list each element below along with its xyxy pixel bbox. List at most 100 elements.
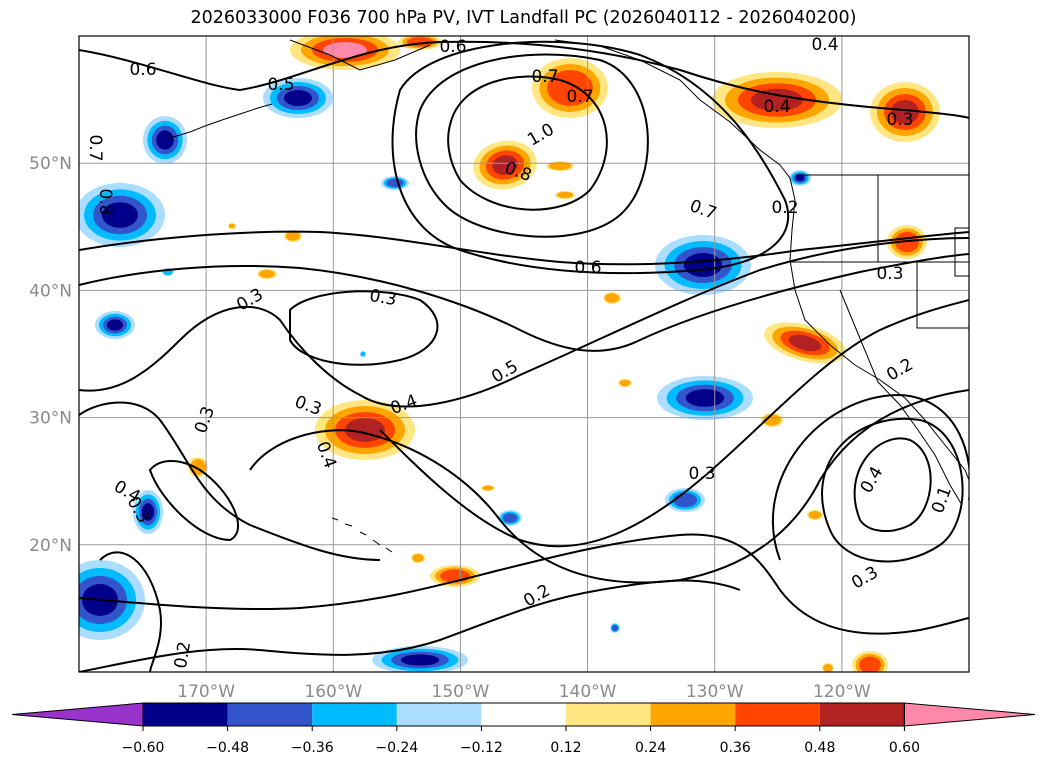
pv-contour: [821, 417, 964, 563]
contour-label: 0.4: [763, 97, 790, 117]
pv-contour: [79, 237, 969, 408]
pc-contour-fill: [284, 90, 312, 106]
colorbar-segment: [735, 703, 820, 726]
pc-anomaly-region: [610, 623, 620, 633]
gridlines: [79, 36, 969, 672]
lat-label: 40°N: [29, 281, 72, 301]
pc-contour-fill: [751, 88, 803, 112]
contour-label: 0.7: [531, 67, 558, 87]
colorbar-segment: [819, 703, 905, 726]
pv-contour: [771, 393, 969, 561]
pc-anomaly-region: [430, 565, 480, 587]
contour-label: 0.3: [688, 464, 715, 484]
pc-contour-fill: [107, 319, 123, 331]
pc-shading: [79, 36, 940, 672]
contour-label: 0.6: [439, 37, 466, 57]
contour-label: 0.2: [883, 355, 916, 386]
pv-contour: [379, 299, 969, 548]
contour-label: 0.3: [191, 404, 219, 436]
contour-label: 0.4: [857, 463, 888, 496]
colorbar-tick-label: 0.12: [550, 740, 581, 756]
pv-contour: [79, 40, 969, 119]
colorbar-outline: [142, 702, 905, 727]
state-borders: [790, 175, 969, 383]
pc-contour-fill: [386, 178, 404, 188]
pc-anomaly-region: [133, 490, 163, 534]
colorbar-tick-label: −0.36: [291, 740, 334, 756]
map-frame: [78, 35, 970, 673]
pc-contour-fill: [808, 511, 822, 519]
colorbar-tick-label: −0.60: [122, 740, 165, 756]
pc-contour-fill: [612, 625, 618, 631]
pv-contour: [447, 75, 608, 211]
lat-label: 50°N: [29, 154, 72, 174]
contour-label: 0.5: [488, 357, 521, 388]
contour-label: 0.4: [811, 35, 838, 55]
pc-anomaly-region: [852, 651, 888, 672]
pc-contour-fill: [823, 664, 833, 672]
pc-anomaly-region: [228, 223, 236, 229]
pc-contour-fill: [604, 293, 620, 303]
pc-anomaly-region: [481, 485, 495, 491]
pc-anomaly-region: [546, 161, 574, 171]
contour-label: 0.3: [233, 285, 266, 316]
pv-contour: [289, 290, 439, 366]
plot-title: 2026033000 F036 700 hPa PV, IVT Landfall…: [190, 8, 857, 28]
pc-contour-fill: [673, 492, 697, 508]
pc-contour-fill: [360, 351, 366, 357]
coastlines: [169, 39, 969, 553]
pc-anomaly-region: [411, 553, 425, 563]
colorbar-tick-label: 0.48: [804, 740, 835, 756]
pc-anomaly-region: [381, 176, 409, 190]
longitude-labels: 170°W 160°W 150°W 140°W 130°W 120°W: [177, 682, 871, 702]
contour-label: 0.5: [267, 75, 294, 95]
pv-contour: [148, 460, 240, 542]
pc-anomaly-region: [263, 78, 333, 118]
pc-anomaly-region: [79, 183, 165, 247]
pv-contours: [79, 40, 969, 672]
colorbar-tick-label: −0.12: [460, 740, 503, 756]
pc-anomaly-region: [473, 140, 537, 190]
aleutian-chain: [169, 103, 273, 139]
pc-contour-fill: [557, 191, 573, 199]
lon-label: 170°W: [177, 682, 235, 702]
pv-contour: [79, 579, 741, 672]
pc-contour-fill: [412, 554, 424, 562]
pc-anomaly-region: [284, 230, 302, 242]
pc-anomaly-region: [657, 376, 753, 420]
map-inset-box: [954, 227, 969, 277]
pc-anomaly-region: [555, 191, 575, 199]
north-america-coast: [554, 39, 969, 481]
colorbar-extend-max: [903, 702, 1036, 727]
lat-label: 20°N: [29, 536, 72, 556]
pc-anomaly-region: [372, 646, 468, 672]
colorbar-segment: [481, 703, 566, 726]
pc-anomaly-region: [603, 292, 621, 304]
colorbar-extend-min: [11, 702, 144, 727]
colorbar-segment: [396, 703, 482, 726]
pc-contour-fill: [685, 389, 725, 407]
contour-label: 0.7: [566, 87, 593, 107]
hawaii-islands: [331, 517, 393, 553]
contour-label: 0.6: [574, 258, 601, 278]
lon-label: 150°W: [432, 682, 490, 702]
pv-contour: [79, 230, 969, 266]
pc-anomaly-region: [360, 351, 366, 357]
contour-label: 0.3: [292, 392, 324, 420]
pc-anomaly-region: [789, 170, 811, 186]
pc-contour-fill: [548, 162, 572, 170]
baja-california: [877, 381, 963, 506]
colorbar-segment: [312, 703, 397, 726]
pc-anomaly-region: [532, 58, 608, 118]
pc-anomaly-region: [870, 82, 940, 142]
lon-label: 120°W: [813, 682, 871, 702]
pc-anomaly-region: [498, 510, 522, 526]
contour-label: 0.8: [95, 188, 115, 215]
pc-anomaly-region: [618, 379, 632, 387]
pc-contour-fill: [228, 223, 236, 229]
pv-contour: [249, 389, 969, 584]
lon-label: 130°W: [686, 682, 744, 702]
pc-anomaly-region: [143, 116, 187, 164]
lat-label: 30°N: [29, 409, 72, 429]
